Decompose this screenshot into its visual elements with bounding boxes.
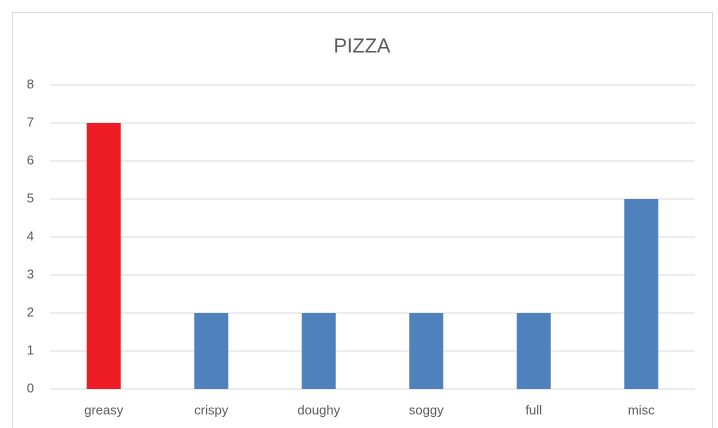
- y-tick-label: 1: [27, 342, 34, 357]
- bar: [624, 199, 659, 389]
- bar: [194, 313, 229, 389]
- y-tick-label: 5: [27, 190, 34, 205]
- x-tick-label: full: [525, 402, 542, 417]
- x-tick-label: doughy: [297, 402, 340, 417]
- y-tick-label: 0: [27, 380, 34, 395]
- x-tick-label: soggy: [409, 402, 444, 417]
- x-tick-label: misc: [628, 402, 655, 417]
- chart-title: PIZZA: [334, 35, 391, 57]
- bar: [86, 123, 121, 389]
- bar: [516, 313, 551, 389]
- x-tick-label: greasy: [84, 402, 124, 417]
- bar: [409, 313, 444, 389]
- x-tick-label: crispy: [194, 402, 228, 417]
- y-tick-label: 3: [27, 266, 34, 281]
- y-tick-label: 8: [27, 76, 34, 91]
- y-tick-label: 2: [27, 304, 34, 319]
- y-tick-label: 6: [27, 152, 34, 167]
- bar: [301, 313, 336, 389]
- y-tick-label: 7: [27, 114, 34, 129]
- y-tick-label: 4: [27, 228, 34, 243]
- chart-frame: [12, 12, 713, 428]
